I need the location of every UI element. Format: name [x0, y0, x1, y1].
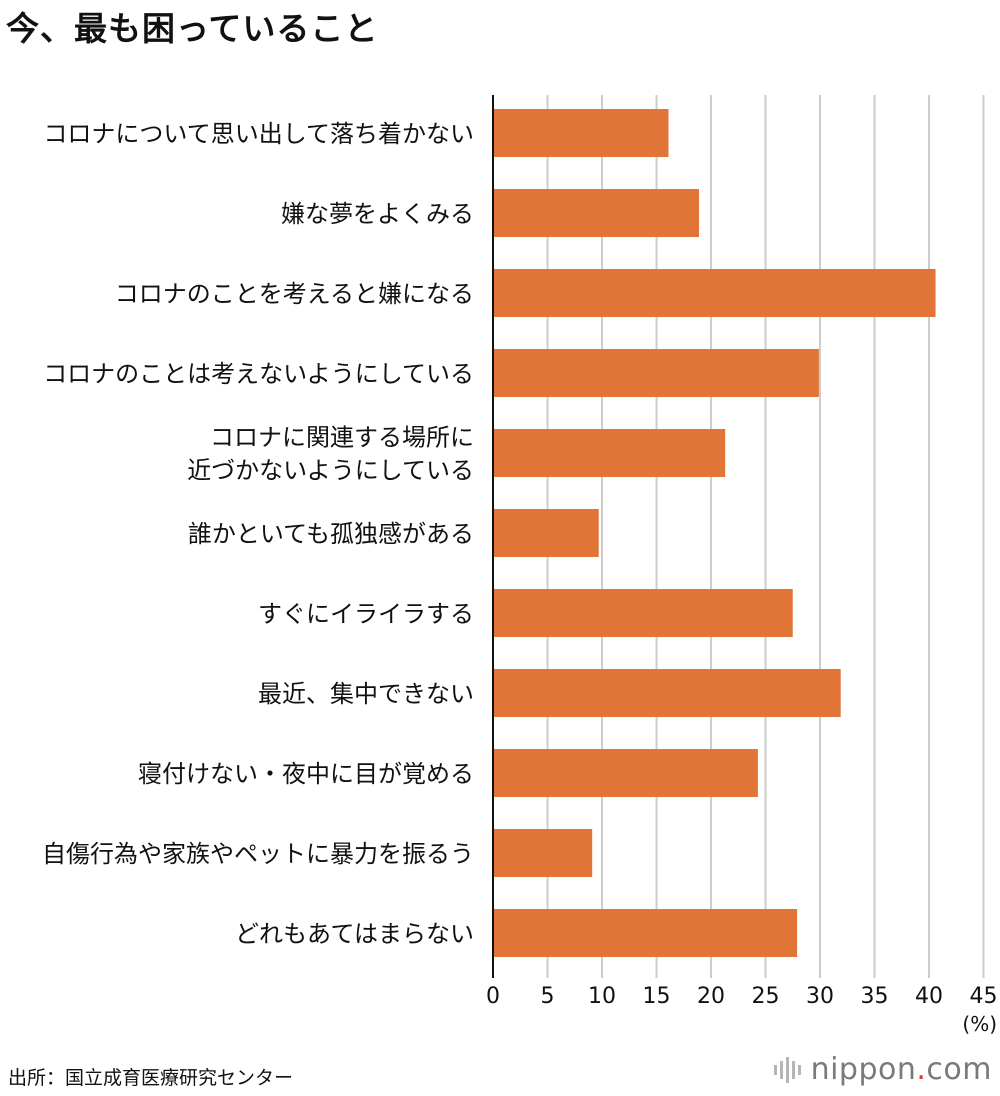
x-unit-label: (%) — [962, 1012, 997, 1036]
bar — [493, 349, 819, 397]
bars — [493, 109, 936, 957]
category-label: 嫌な夢をよくみる — [281, 200, 474, 228]
category-label: コロナについて思い出して落ち着かない — [43, 120, 474, 148]
bar — [493, 429, 726, 477]
bar — [493, 589, 793, 637]
chart-title: 今、最も困っていること — [6, 9, 379, 48]
category-label: 近づかないようにしている — [187, 457, 474, 485]
source-note: 出所：国立成育医療研究センター — [8, 1067, 294, 1089]
bar — [493, 909, 798, 957]
brand-logo: nippon.com — [773, 1052, 992, 1087]
bar — [493, 109, 669, 157]
category-label: どれもあてはまらない — [235, 920, 474, 948]
x-tick-label: 10 — [588, 984, 616, 1009]
x-tick-label: 25 — [752, 984, 780, 1009]
x-tick-labels: 0 5 10 15 20 25 30 35 40 45 — [486, 984, 998, 1009]
category-label: すぐにイライラする — [258, 600, 474, 628]
bar — [493, 829, 593, 877]
brand-name: nippon.com — [810, 1052, 992, 1087]
bar — [493, 269, 936, 317]
category-label: コロナに関連する場所に — [210, 424, 474, 452]
x-tick-label: 35 — [861, 984, 889, 1009]
x-tick-label: 5 — [541, 984, 555, 1009]
category-labels: コロナについて思い出して落ち着かない嫌な夢をよくみるコロナのことを考えると嫌にな… — [42, 120, 474, 948]
category-label: 誰かといても孤独感がある — [188, 520, 474, 548]
x-tick-label: 45 — [970, 984, 998, 1009]
x-tick-label: 0 — [486, 984, 500, 1009]
brand-mark-icon — [773, 1055, 801, 1085]
bar — [493, 509, 599, 557]
x-tick-label: 20 — [697, 984, 725, 1009]
x-tick-label: 15 — [643, 984, 671, 1009]
x-tick-label: 40 — [915, 984, 943, 1009]
category-label: 寝付けない・夜中に目が覚める — [138, 760, 474, 788]
category-label: 自傷行為や家族やペットに暴力を振るう — [42, 840, 474, 868]
category-label: コロナのことを考えると嫌になる — [115, 280, 474, 308]
gridlines — [546, 95, 985, 978]
bar — [493, 669, 841, 717]
x-tick-label: 30 — [806, 984, 834, 1009]
bar — [493, 189, 700, 237]
category-label: コロナのことは考えないようにしている — [43, 360, 474, 388]
bar — [493, 749, 758, 797]
category-label: 最近、集中できない — [258, 680, 474, 708]
